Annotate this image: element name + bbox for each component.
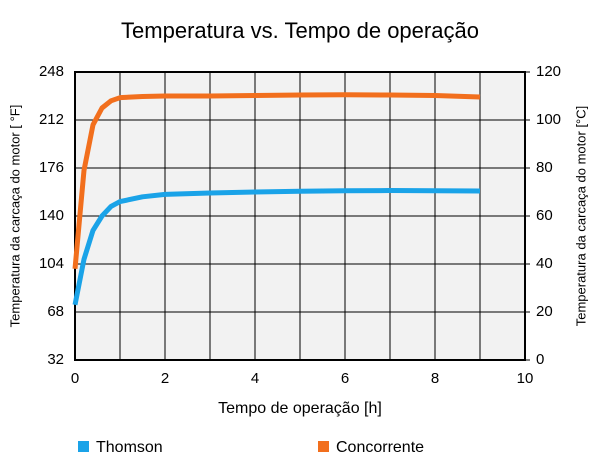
y2-tick-label: 60	[536, 207, 553, 224]
y-tick-label: 68	[47, 303, 64, 320]
x-tick-label: 8	[431, 370, 439, 387]
chart-title: Temperatura vs. Tempo de operação	[121, 18, 479, 43]
x-tick-label: 10	[517, 370, 534, 387]
y2-tick-label: 120	[536, 63, 561, 80]
x-axis-label: Tempo de operação [h]	[218, 400, 382, 417]
y-tick-label: 248	[39, 63, 64, 80]
x-tick-label: 2	[161, 370, 169, 387]
x-tick-label: 4	[251, 370, 259, 387]
y-tick-label: 140	[39, 207, 64, 224]
x-tick-label: 6	[341, 370, 349, 387]
y2-tick-label: 80	[536, 159, 553, 176]
legend-swatch	[318, 441, 329, 452]
x-tick-label: 0	[71, 370, 79, 387]
y-tick-label: 212	[39, 111, 64, 128]
plot-frame	[74, 71, 526, 361]
y-tick-label: 104	[39, 255, 64, 272]
y2-tick-label: 40	[536, 255, 553, 272]
legend-label: Thomson	[96, 439, 163, 456]
legend-label: Concorrente	[336, 439, 424, 456]
y2-tick-label: 0	[536, 351, 544, 368]
y2-tick-label: 100	[536, 111, 561, 128]
y-axis-label: Temperatura da carcaça do motor [ °F]	[7, 105, 22, 328]
y-tick-label: 32	[47, 351, 64, 368]
line-series	[72, 92, 481, 270]
y-tick-label: 176	[39, 159, 64, 176]
line-series	[72, 188, 481, 306]
y2-axis-label: Temperatura da carcaça do motor [°C]	[573, 106, 588, 327]
y2-tick-label: 20	[536, 303, 553, 320]
legend-swatch	[78, 441, 89, 452]
